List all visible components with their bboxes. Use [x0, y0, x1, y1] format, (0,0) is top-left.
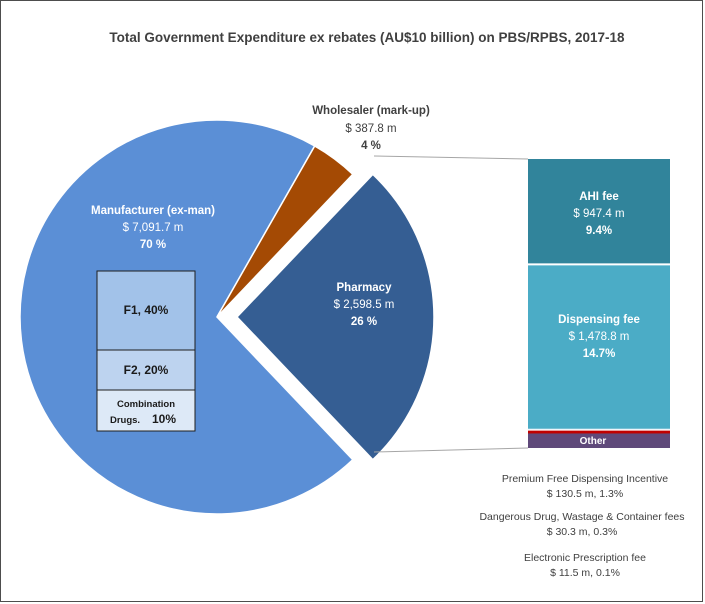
- dispensing-fee-name-label: Dispensing fee: [558, 314, 640, 326]
- bar-segment-premium-free-dispensing[interactable]: [528, 433, 670, 448]
- pharmacy-percent-label: 26 %: [351, 316, 377, 328]
- combination-percent: 10%: [152, 412, 176, 426]
- bar-segment-f1[interactable]: [96, 270, 196, 351]
- bar-segment-dangerous-drug[interactable]: [528, 430, 670, 434]
- ahi-fee-percent-label: 9.4%: [586, 225, 612, 237]
- manufacturer-amount-label: $ 7,091.7 m: [123, 222, 184, 234]
- combination-label-line2: Drugs.: [110, 415, 140, 426]
- wholesaler-percent-label: 4 %: [361, 140, 381, 152]
- bar-segment-ahi-fee[interactable]: [528, 159, 670, 265]
- connector-line-bottom: [373, 447, 529, 453]
- manufacturer-name-label: Manufacturer (ex-man): [91, 205, 215, 217]
- note-dangerous-drug-title: Dangerous Drug, Wastage & Container fees: [479, 511, 684, 523]
- dispensing-fee-amount-label: $ 1,478.8 m: [569, 331, 630, 343]
- note-dangerous-drug-value: $ 30.3 m, 0.3%: [547, 526, 618, 538]
- wholesaler-amount-label: $ 387.8 m: [345, 123, 396, 135]
- f1-label: F1, 40%: [124, 303, 169, 317]
- bar-segment-dispensing-fee[interactable]: [528, 264, 670, 429]
- slice-wholesaler[interactable]: [216, 144, 354, 318]
- note-premium-free-title: Premium Free Dispensing Incentive: [502, 473, 668, 485]
- other-label: Other: [580, 436, 607, 447]
- manufacturer-breakdown: F1, 40% F2, 20% Combination Drugs. 10%: [96, 270, 196, 432]
- connector-line-top: [373, 155, 529, 160]
- note-premium-free-value: $ 130.5 m, 1.3%: [547, 488, 623, 500]
- corner-label: ap 1.7 %: [7, 51, 39, 60]
- f2-label: F2, 20%: [124, 363, 169, 377]
- manufacturer-percent-label: 70 %: [140, 239, 166, 251]
- combination-label: Combination: [117, 399, 175, 410]
- pharmacy-amount-label: $ 2,598.5 m: [334, 299, 395, 311]
- ahi-fee-amount-label: $ 947.4 m: [573, 208, 624, 220]
- pharmacy-breakdown: [528, 159, 670, 448]
- chart-title: Total Government Expenditure ex rebates …: [109, 30, 625, 45]
- bar-segment-combination-drugs[interactable]: [96, 389, 196, 432]
- ahi-fee-name-label: AHI fee: [579, 191, 619, 203]
- bar-segment-electronic-prescription[interactable]: [528, 428, 670, 431]
- bar-segment-f2[interactable]: [96, 349, 196, 391]
- wholesaler-name-label: Wholesaler (mark-up): [312, 105, 430, 117]
- slice-pharmacy[interactable]: [235, 173, 435, 461]
- pharmacy-name-label: Pharmacy: [337, 282, 393, 294]
- note-electronic-title: Electronic Prescription fee: [524, 552, 646, 564]
- dispensing-fee-percent-label: 14.7%: [583, 348, 616, 360]
- note-electronic-value: $ 11.5 m, 0.1%: [550, 567, 620, 579]
